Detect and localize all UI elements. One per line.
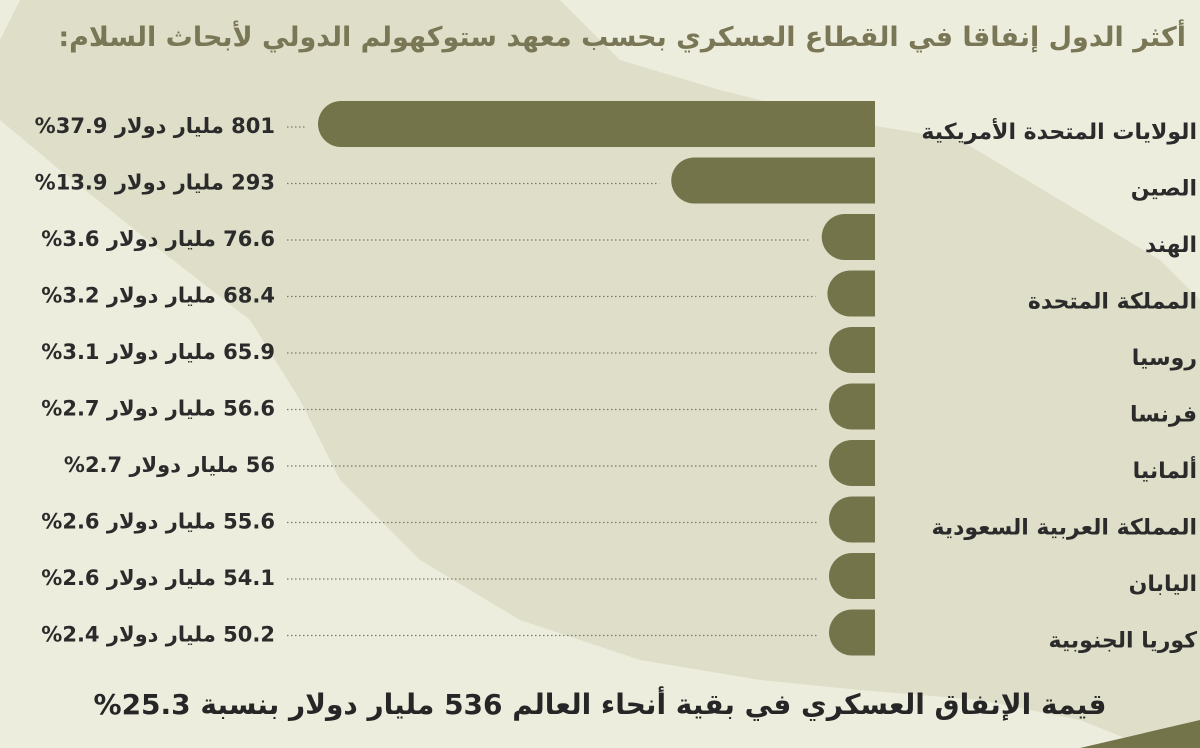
bar	[829, 440, 875, 486]
chart-title: أكثر الدول إنفاقا في القطاع العسكري بحسب…	[58, 22, 1186, 53]
value-label: 68.4 مليار دولار 3.2%	[41, 284, 275, 308]
value-label: 54.1 مليار دولار 2.6%	[41, 566, 275, 590]
category-label: روسيا	[1132, 346, 1197, 371]
value-label: 50.2 مليار دولار 2.4%	[41, 623, 275, 647]
category-label: الهند	[1145, 233, 1197, 258]
bar	[829, 553, 875, 599]
value-label: 76.6 مليار دولار 3.6%	[41, 227, 275, 251]
category-label: اليابان	[1129, 572, 1197, 597]
bar	[829, 609, 875, 656]
value-label: 56 مليار دولار 2.7%	[64, 453, 275, 477]
bar	[829, 496, 875, 543]
category-label: المملكة العربية السعودية	[931, 516, 1197, 541]
bar	[671, 157, 875, 204]
footer-note: قيمة الإنفاق العسكري في بقية أنحاء العال…	[93, 688, 1107, 721]
bar	[821, 214, 875, 260]
bar	[318, 101, 875, 147]
category-label: الولايات المتحدة الأمريكية	[921, 117, 1197, 145]
value-label: 65.9 مليار دولار 3.1%	[41, 340, 275, 364]
category-label: كوريا الجنوبية	[1049, 629, 1198, 654]
value-label: 55.6 مليار دولار 2.6%	[41, 510, 275, 534]
bar	[829, 327, 875, 373]
category-label: فرنسا	[1130, 403, 1197, 428]
category-label: الصين	[1131, 177, 1197, 202]
bar	[829, 383, 875, 430]
value-label: 801 مليار دولار 37.9%	[35, 114, 275, 138]
value-label: 293 مليار دولار 13.9%	[35, 171, 275, 195]
category-label: ألمانيا	[1133, 455, 1197, 484]
bar	[827, 270, 875, 317]
category-label: المملكة المتحدة	[1028, 290, 1197, 315]
value-label: 56.6 مليار دولار 2.7%	[41, 397, 275, 421]
